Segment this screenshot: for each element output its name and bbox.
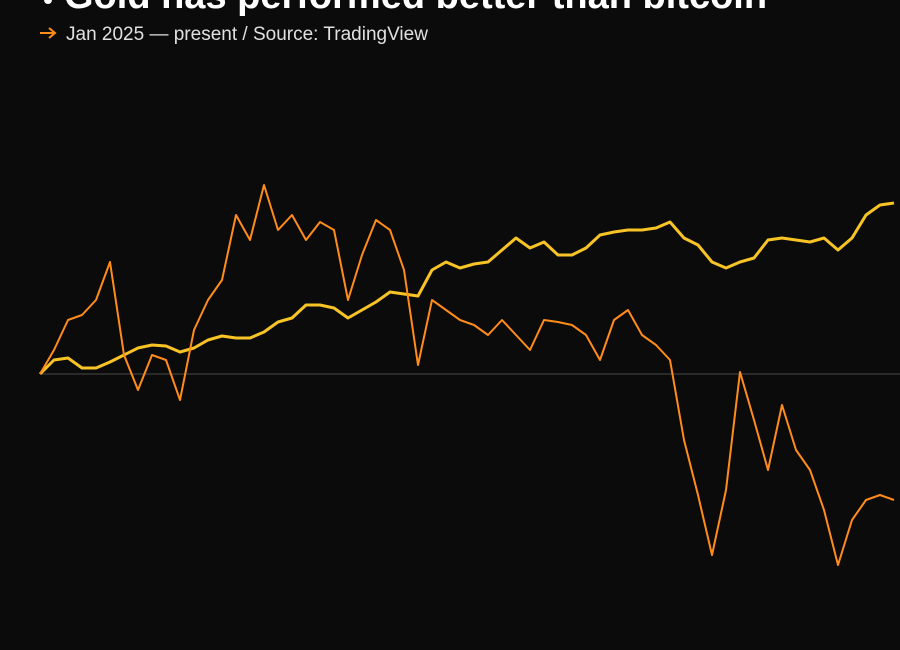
subtitle-arrow <box>40 27 57 39</box>
series-line <box>39 184 895 566</box>
chart-title: Gold has performed better than bitcoin <box>64 0 767 17</box>
series-line <box>38 201 895 376</box>
title-bullet <box>44 0 52 4</box>
chart-subtitle: Jan 2025 — present / Source: TradingView <box>66 24 428 45</box>
plot-area <box>38 184 900 566</box>
